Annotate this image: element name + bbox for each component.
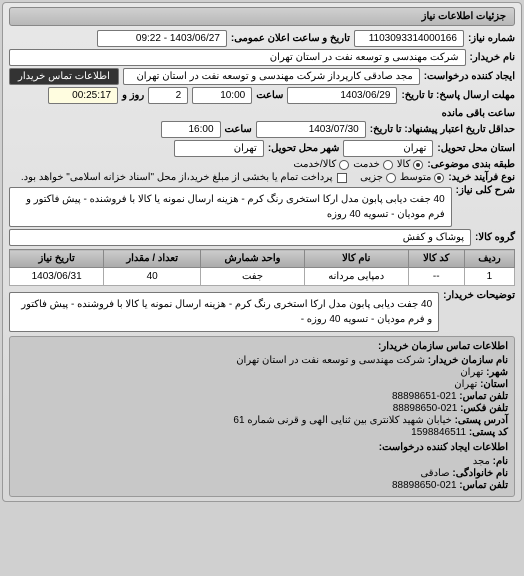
- request-no-label: شماره نیاز:: [468, 33, 515, 44]
- contact-section-title: اطلاعات تماس سازمان خریدار:: [16, 341, 508, 352]
- days-label: روز و: [122, 90, 144, 101]
- th-code: کد کالا: [408, 250, 464, 268]
- buyer-label: نام خریدار:: [470, 52, 515, 63]
- th-qty: تعداد / مقدار: [104, 250, 201, 268]
- goods-group-label: گروه کالا:: [475, 232, 515, 243]
- requester-label: ایجاد کننده درخواست:: [424, 71, 515, 82]
- summary-text: 40 جفت دیابی پابون مدل ارکا استخری رنگ ک…: [9, 187, 452, 227]
- delivery-city: تهران: [174, 140, 264, 157]
- announce-label: تاریخ و ساعت اعلان عمومی:: [231, 33, 350, 44]
- announce-field: 1403/06/27 - 09:22: [97, 30, 227, 47]
- summary-label: شرح کلی نیاز:: [456, 185, 515, 196]
- panel-title: جزئیات اطلاعات نیاز: [9, 7, 515, 26]
- delivery-loc-label: استان محل تحویل:: [437, 143, 515, 154]
- table-row[interactable]: 1 -- دمپایی مردانه جفت 40 1403/06/31: [10, 268, 515, 286]
- radio-kala[interactable]: کالا: [397, 159, 424, 170]
- remain-time: 00:25:17: [48, 87, 118, 104]
- th-row: ردیف: [464, 250, 514, 268]
- time1-label: ساعت: [256, 90, 283, 101]
- process-label: نوع فرآیند خرید:: [448, 172, 515, 183]
- delivery-loc: تهران: [343, 140, 433, 157]
- delivery-city-label: شهر محل تحویل:: [268, 143, 340, 154]
- deadline-date1: 1403/06/29: [287, 87, 397, 104]
- buyer-notes: 40 جفت دیابی پابون مدل ارکا استخری رنگ ک…: [9, 292, 439, 332]
- buyer-field: شرکت مهندسی و توسعه نفت در استان تهران: [9, 49, 466, 66]
- partial-label: پرداخت تمام یا بخشی از مبلغ خرید،از محل …: [21, 172, 333, 183]
- contact-button[interactable]: اطلاعات تماس خریدار: [9, 68, 119, 85]
- items-table: ردیف کد کالا نام کالا واحد شمارش تعداد /…: [9, 249, 515, 286]
- radio-medium[interactable]: متوسط: [400, 172, 444, 183]
- creator-section-title: اطلاعات ایجاد کننده درخواست:: [16, 442, 508, 453]
- requester-field: مجد صادقی کارپرداز شرکت مهندسی و توسعه ن…: [123, 68, 420, 85]
- request-no-field: 1103093314000166: [354, 30, 464, 47]
- radio-both[interactable]: کالا/خدمت: [293, 159, 349, 170]
- days-field: 2: [148, 87, 188, 104]
- deadline-date2: 1403/07/30: [256, 121, 366, 138]
- th-date: تاریخ نیاز: [10, 250, 104, 268]
- contact-section: اطلاعات تماس سازمان خریدار: نام سازمان خ…: [9, 336, 515, 497]
- time2-field: 16:00: [161, 121, 221, 138]
- remain-label: ساعت باقی مانده: [442, 108, 515, 119]
- goods-group: پوشاک و کفش: [9, 229, 471, 246]
- deadline-from-label: حداقل تاریخ اعتبار پیشنهاد: تا تاریخ:: [370, 124, 515, 135]
- goods-type-label: طبقه بندی موضوعی:: [427, 159, 515, 170]
- radio-khedmat[interactable]: خدمت: [353, 159, 393, 170]
- th-unit: واحد شمارش: [201, 250, 305, 268]
- time2-label: ساعت: [225, 124, 252, 135]
- radio-minor[interactable]: جزیی: [360, 172, 396, 183]
- partial-checkbox[interactable]: [337, 173, 347, 183]
- buyer-notes-label: توضیحات خریدار:: [443, 290, 515, 301]
- deadline-to-label: مهلت ارسال پاسخ: تا تاریخ:: [401, 90, 515, 101]
- th-name: نام کالا: [304, 250, 408, 268]
- time1-field: 10:00: [192, 87, 252, 104]
